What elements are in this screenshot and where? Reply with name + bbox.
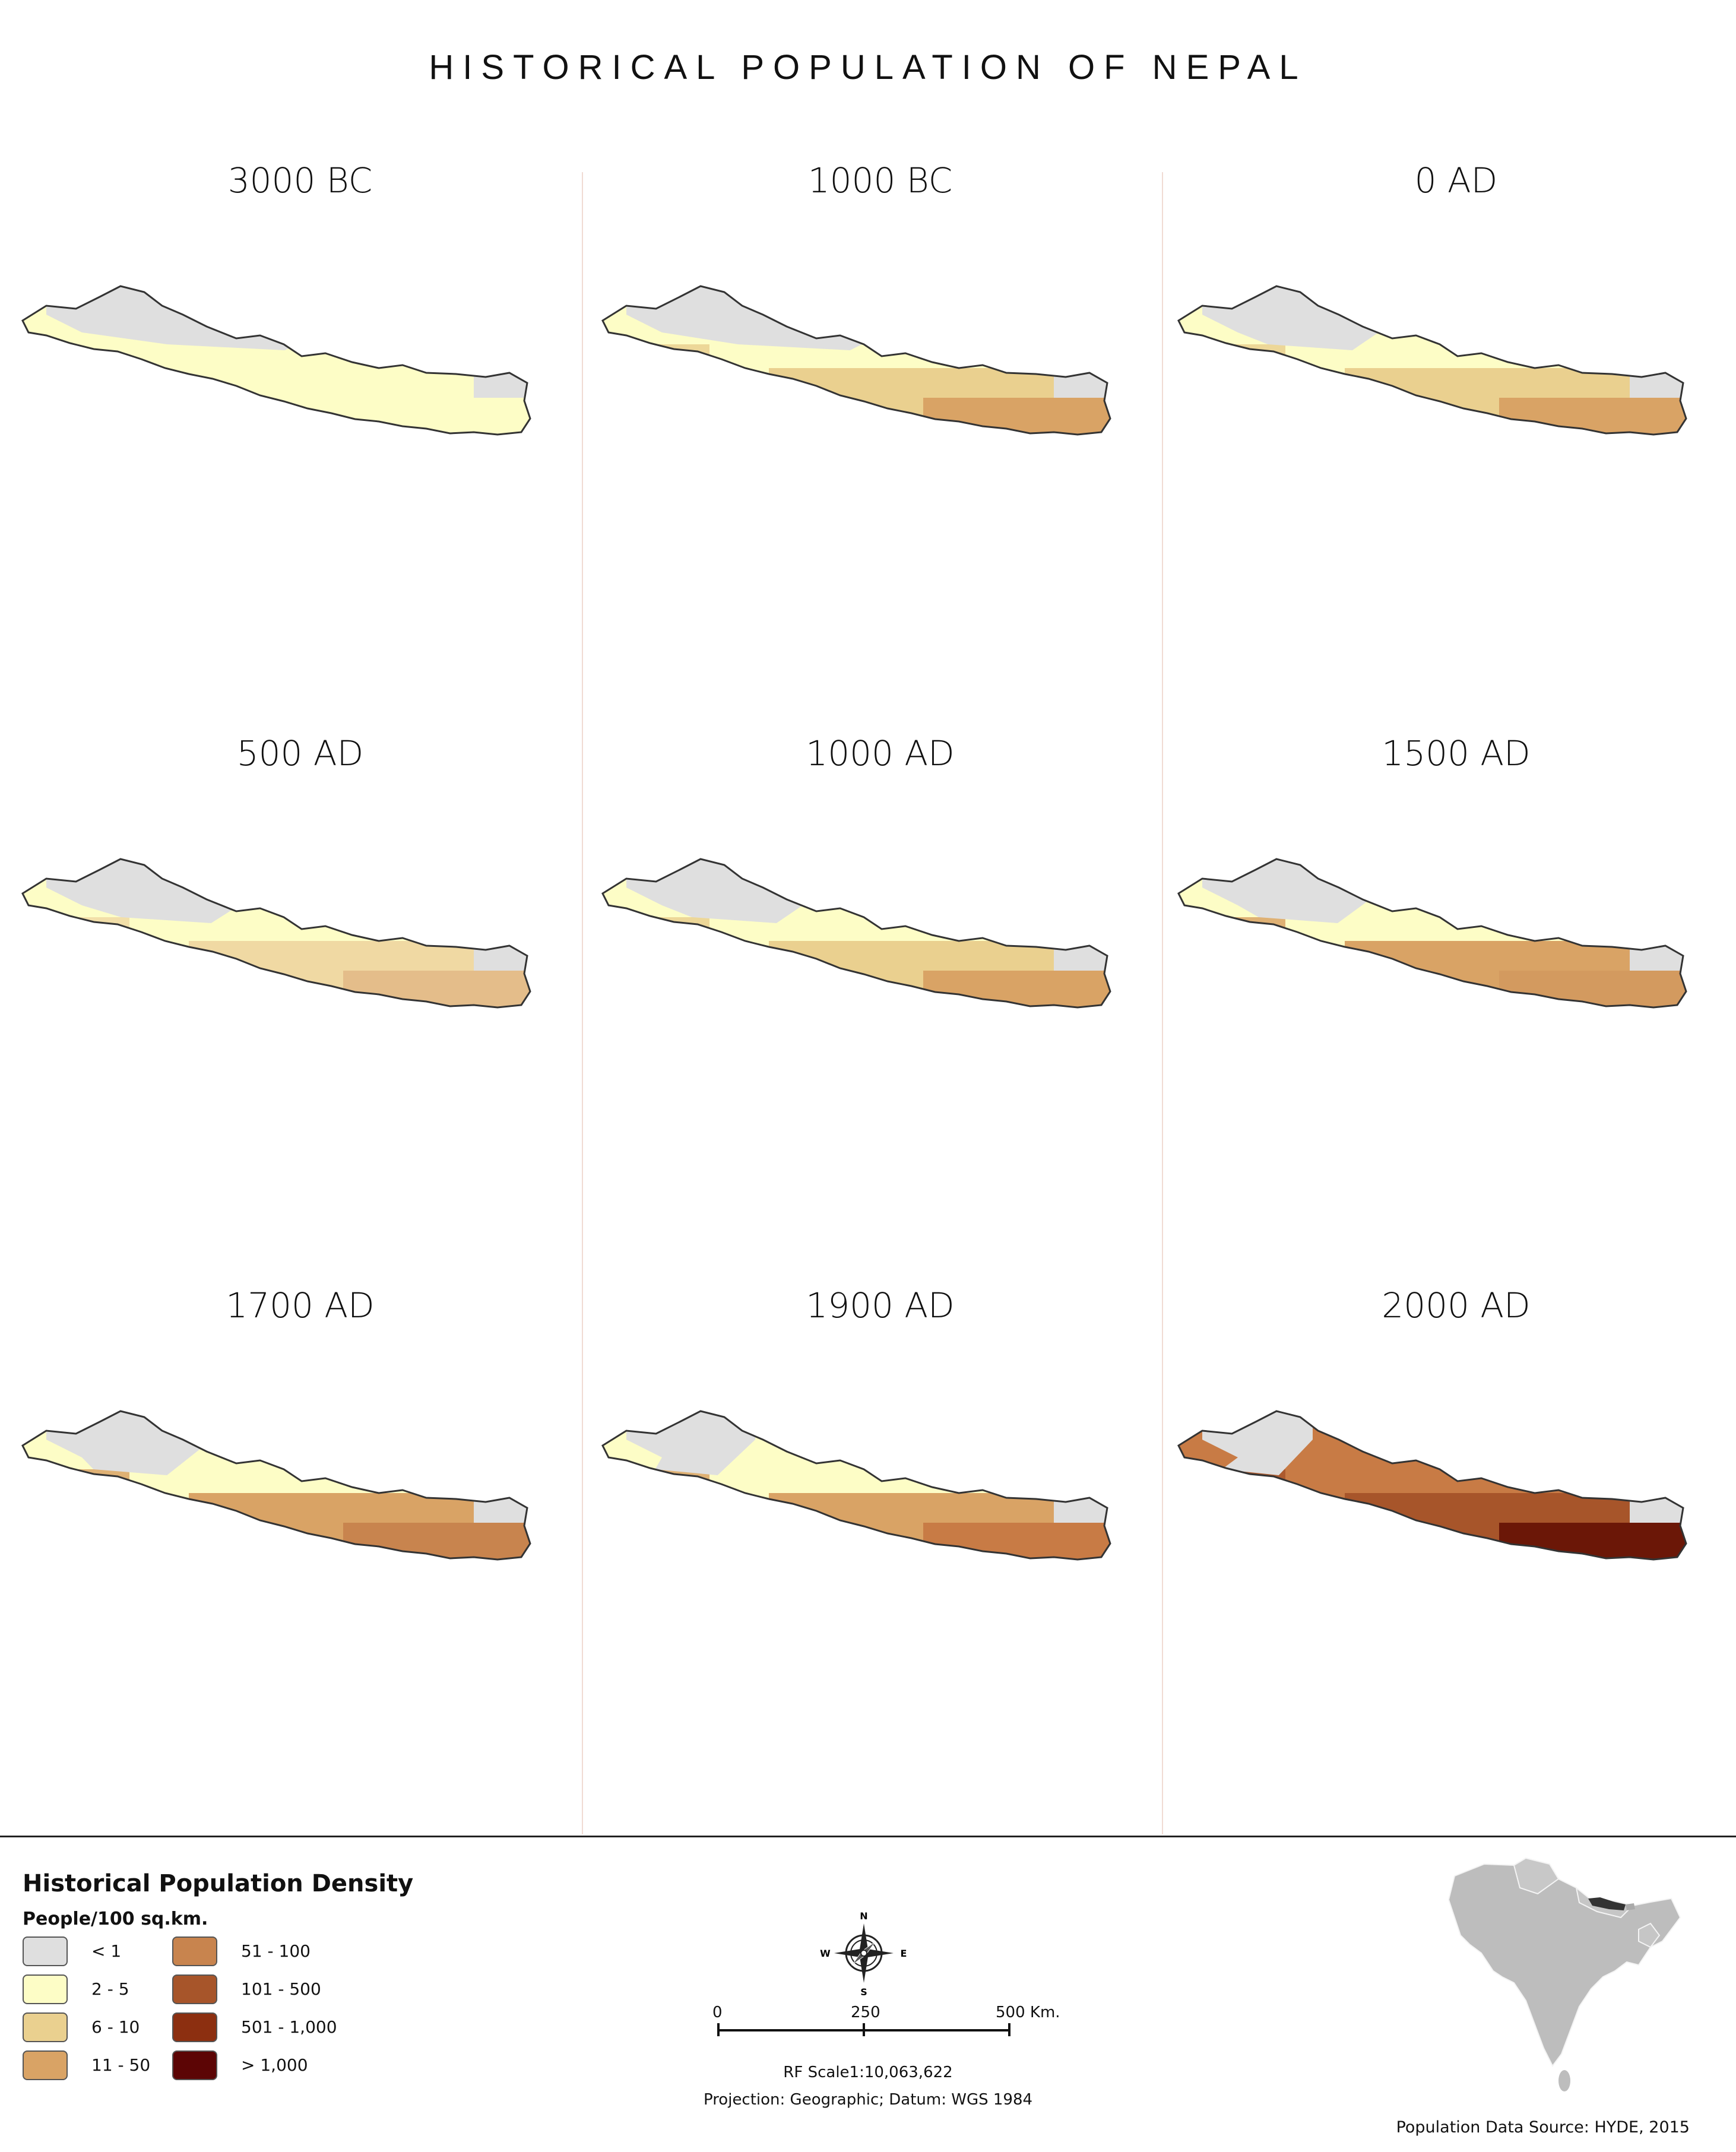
nepal-map-0 (21, 285, 531, 436)
nepal-map-6 (21, 1410, 531, 1561)
map-panel-1500-ad: 1500 AD (1167, 733, 1736, 1285)
legend-swatch (172, 1974, 217, 2004)
legend-swatch (23, 1937, 68, 1966)
nepal-map-4 (601, 858, 1111, 1009)
legend-subtitle: People/100 sq.km. (23, 1909, 208, 1929)
compass-w: W (820, 1948, 831, 1959)
legend-label: 11 - 50 (91, 2055, 151, 2075)
nepal-map-5 (1177, 858, 1687, 1009)
rf-scale: RF Scale1:10,063,622 (783, 2064, 953, 2081)
panel-year-label: 2000 AD (1382, 1285, 1531, 1326)
scale-tick-0: 0 (712, 2004, 723, 2021)
panel-year-label: 500 AD (236, 733, 364, 774)
map-title: HISTORICAL POPULATION OF NEPAL (429, 48, 1307, 87)
panel-year-label: 3000 BC (227, 160, 373, 201)
legend-divider (0, 1836, 1736, 1837)
map-panel-1700-ad: 1700 AD (11, 1285, 590, 1837)
legend-swatch (172, 2050, 217, 2080)
legend-swatch (23, 2012, 68, 2042)
nepal-map-8 (1177, 1410, 1687, 1561)
nepal-map-7 (601, 1410, 1111, 1561)
panel-year-label: 1900 AD (806, 1285, 955, 1326)
compass-n: N (860, 1910, 867, 1922)
nepal-map-3 (21, 858, 531, 1009)
legend-label: 501 - 1,000 (241, 2017, 337, 2037)
legend-swatch (23, 1974, 68, 2004)
panel-divider-1 (582, 172, 583, 1834)
map-panel-1900-ad: 1900 AD (591, 1285, 1170, 1837)
compass-rose-icon: N S E W (819, 1909, 908, 2000)
map-panel-0-ad: 0 AD (1167, 160, 1736, 712)
legend-label: 101 - 500 (241, 1979, 321, 1999)
map-panel-1000-bc: 1000 BC (591, 160, 1170, 712)
panel-year-label: 1000 AD (806, 733, 955, 774)
legend-label: 2 - 5 (91, 1979, 129, 1999)
compass-e: E (901, 1948, 907, 1959)
map-panel-3000-bc: 3000 BC (11, 160, 590, 712)
map-panel-500-ad: 500 AD (11, 733, 590, 1285)
scale-tick-250: 250 (851, 2004, 880, 2021)
data-source: Population Data Source: HYDE, 2015 (1396, 2118, 1690, 2137)
scale-tick-500: 500 Km. (996, 2004, 1060, 2021)
compass-s: S (860, 1986, 867, 1998)
panel-year-label: 0 AD (1414, 160, 1498, 201)
panel-year-label: 1500 AD (1382, 733, 1531, 774)
legend-label: 51 - 100 (241, 1941, 311, 1961)
legend-swatch (23, 2050, 68, 2080)
legend-swatch (172, 2012, 217, 2042)
nepal-map-2 (1177, 285, 1687, 436)
south-asia-locator-map (1437, 1852, 1686, 2104)
panel-year-label: 1000 BC (807, 160, 953, 201)
legend-swatch (172, 1937, 217, 1966)
map-panel-1000-ad: 1000 AD (591, 733, 1170, 1285)
legend-label: 6 - 10 (91, 2017, 140, 2037)
panel-divider-2 (1162, 172, 1163, 1834)
scale-bar (717, 2023, 1010, 2036)
legend-label: < 1 (91, 1941, 122, 1961)
legend-label: > 1,000 (241, 2055, 308, 2075)
nepal-map-1 (601, 285, 1111, 436)
map-panel-2000-ad: 2000 AD (1167, 1285, 1736, 1837)
panel-year-label: 1700 AD (226, 1285, 375, 1326)
legend-title: Historical Population Density (23, 1870, 414, 1897)
projection: Projection: Geographic; Datum: WGS 1984 (703, 2091, 1033, 2109)
